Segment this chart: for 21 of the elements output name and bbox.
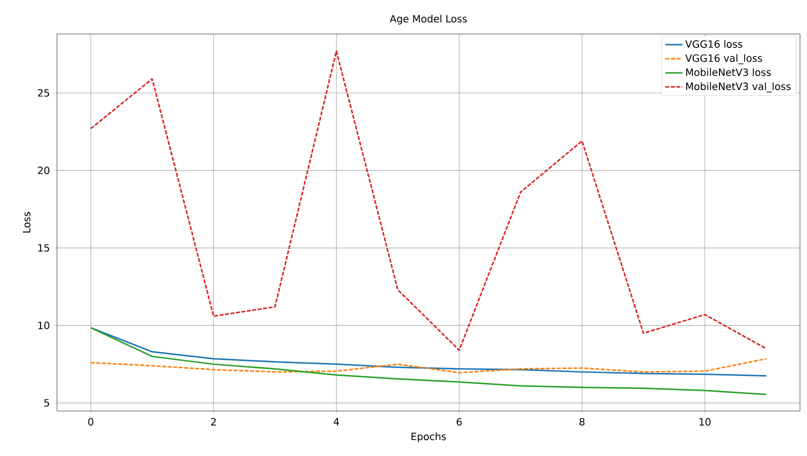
y-tick-label: 15	[38, 244, 50, 252]
x-tick-label: 4	[334, 418, 340, 426]
line-series	[90, 327, 767, 396]
legend-label: MobileNetV3 loss	[686, 68, 771, 76]
y-axis-title: Loss	[22, 212, 30, 232]
x-tick-label: 8	[580, 418, 585, 426]
x-tick-label: 2	[211, 418, 216, 426]
y-tick-label: 10	[38, 322, 50, 330]
line-series	[90, 358, 767, 374]
line-series	[90, 327, 767, 377]
legend-label: VGG16 val_loss	[685, 54, 762, 64]
chart-title: Age Model Loss	[390, 14, 467, 24]
x-tick-label: 6	[456, 418, 462, 426]
y-tick-label: 20	[38, 166, 50, 174]
x-tick-label: 0	[88, 418, 94, 426]
x-axis-title: Epochs	[412, 432, 446, 442]
y-tick-label: 25	[38, 89, 50, 97]
legend-label: MobileNetV3 val_loss	[686, 82, 791, 92]
x-tick-label: 10	[700, 418, 711, 426]
y-tick-label: 5	[44, 399, 50, 407]
legend-label: VGG16 loss	[685, 40, 742, 48]
